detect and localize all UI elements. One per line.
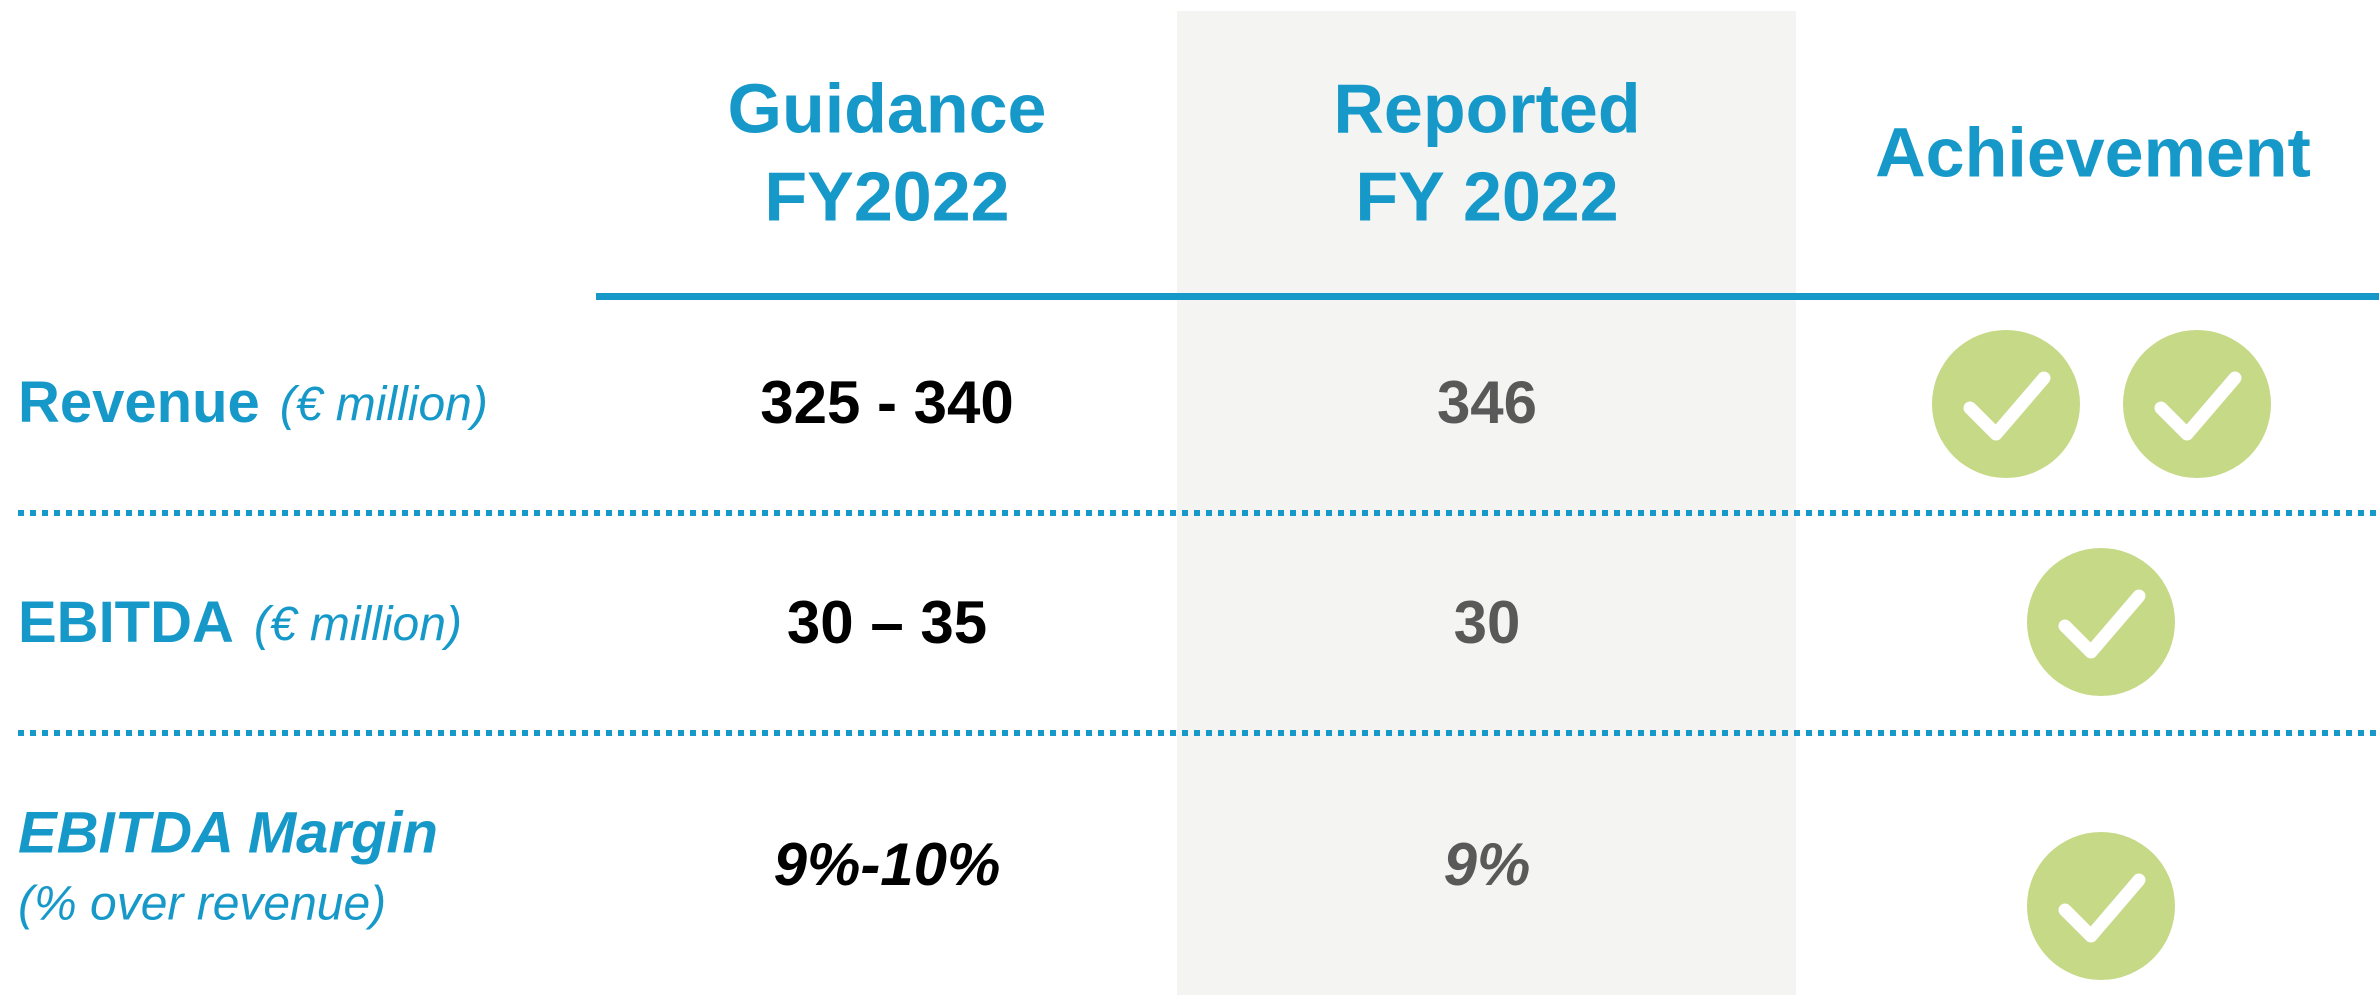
reported: 30 (1454, 589, 1521, 656)
check-icon (2027, 548, 2175, 696)
check-icon (1932, 330, 2080, 478)
header: Reported (1333, 69, 1640, 147)
guidance: 325 - 340 (760, 369, 1014, 436)
unit: (€ million) (280, 378, 488, 431)
unit: (% over revenue) (18, 878, 386, 931)
header: FY2022 (764, 157, 1009, 235)
row-label: Revenue (€ million) (18, 370, 488, 435)
header: Guidance (728, 69, 1047, 147)
highlight-column (1177, 11, 1796, 995)
reported: 9% (1444, 831, 1531, 898)
label: Revenue (18, 370, 260, 435)
header: Achievement (1875, 113, 2311, 191)
label: EBITDA (18, 590, 234, 655)
unit: (€ million) (254, 598, 462, 651)
check-icon (2027, 832, 2175, 980)
header: FY 2022 (1355, 157, 1618, 235)
check-icon (2123, 330, 2271, 478)
label: EBITDA Margin (18, 800, 438, 865)
reported: 346 (1437, 369, 1537, 436)
header-rule (596, 293, 2379, 300)
guidance: 9%-10% (774, 831, 1001, 898)
guidance: 30 – 35 (787, 589, 987, 656)
row-label: EBITDA (€ million) (18, 590, 462, 655)
